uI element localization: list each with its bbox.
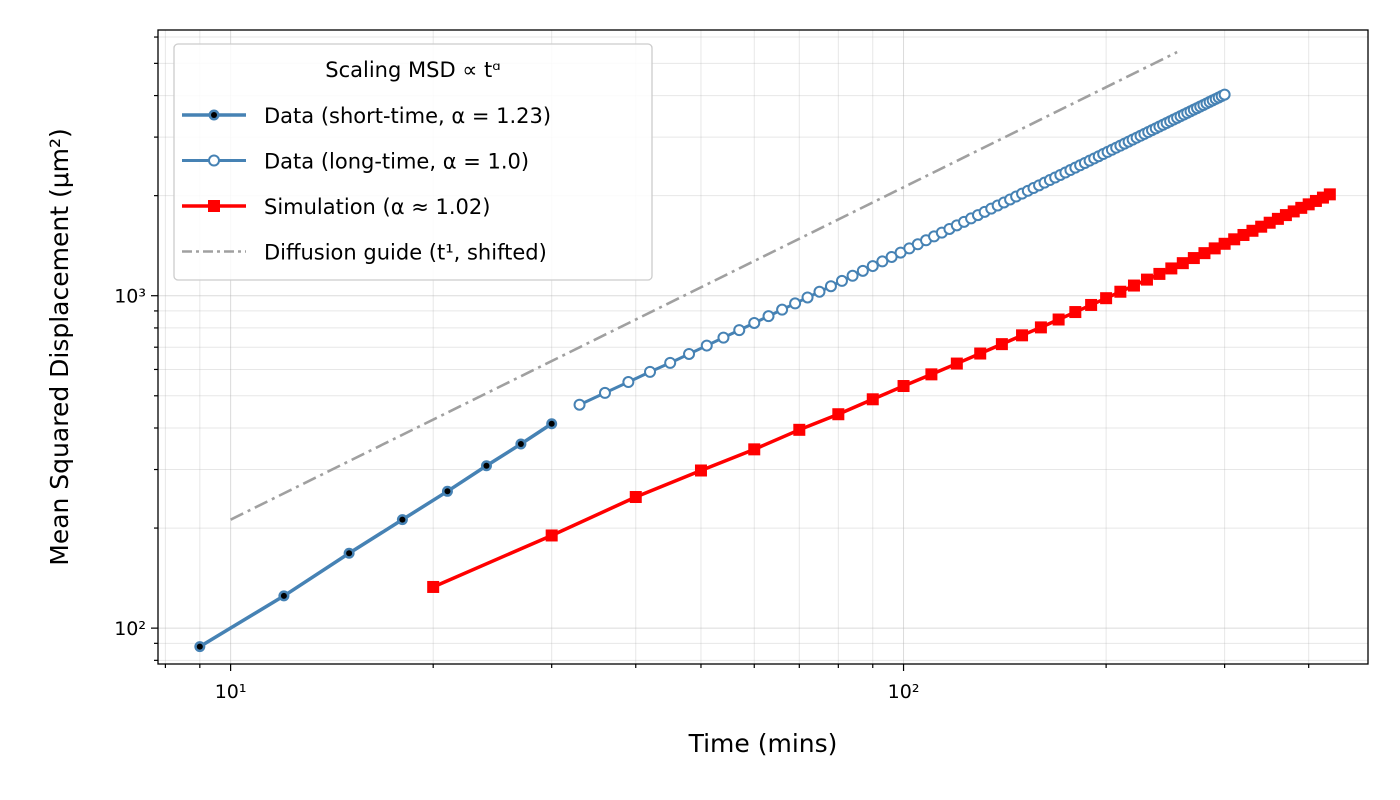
y-tick-label: 10³ <box>114 286 146 308</box>
data-point-marker <box>1034 321 1047 334</box>
data-point-marker <box>208 154 220 167</box>
data-point-marker <box>683 347 696 360</box>
series-layer <box>194 50 1336 653</box>
data-point-marker <box>1176 257 1189 270</box>
data-point-marker <box>995 338 1008 351</box>
data-point-marker <box>824 280 837 293</box>
legend-entries: Data (short-time, α = 1.23) Data (long-ti… <box>182 104 551 265</box>
data-point-marker <box>427 580 440 593</box>
series-line <box>198 422 553 649</box>
data-point-marker <box>598 386 611 399</box>
data-point-marker <box>974 347 987 360</box>
series-3 <box>230 50 1178 521</box>
data-point-dot <box>346 550 353 557</box>
series-2 <box>427 188 1336 593</box>
data-point-dot <box>399 516 406 523</box>
data-point-marker <box>1127 279 1140 292</box>
legend-label: Data (short-time, α = 1.23) <box>264 104 551 128</box>
data-point-marker <box>694 464 707 477</box>
series-1 <box>573 88 1231 411</box>
y-axis-label: Mean Squared Displacement (μm²) <box>45 128 74 566</box>
data-point-marker <box>644 365 657 378</box>
data-point-marker <box>1218 237 1231 250</box>
data-point-marker <box>950 357 963 370</box>
data-point-marker <box>801 291 814 304</box>
data-point-marker <box>793 423 806 436</box>
data-point-dot <box>211 112 217 118</box>
legend-title: Scaling MSD ∝ tᵅ <box>325 58 500 82</box>
data-point-marker <box>897 380 910 393</box>
data-point-dot <box>483 462 490 469</box>
data-point-marker <box>1140 273 1153 286</box>
legend-label: Diffusion guide (t¹, shifted) <box>264 241 547 265</box>
data-point-marker <box>1100 292 1113 305</box>
data-point-marker <box>876 255 889 268</box>
data-point-marker <box>1069 306 1082 319</box>
legend-box <box>173 43 653 281</box>
data-point-dot <box>196 643 203 650</box>
legend-entry: Diffusion guide (t¹, shifted) <box>182 241 547 265</box>
data-point-dot <box>517 441 524 448</box>
ticks: 10¹ 10² 10² 10³ <box>114 36 1310 703</box>
data-point-marker <box>813 285 826 298</box>
data-point-marker <box>832 408 845 421</box>
legend-label: Data (long-time, α = 1.0) <box>264 150 529 174</box>
data-point-marker <box>1085 298 1098 311</box>
data-point-marker <box>573 398 586 411</box>
data-point-marker <box>717 331 730 344</box>
data-point-marker <box>1165 262 1178 275</box>
data-point-marker <box>748 443 761 456</box>
data-point-dot <box>548 420 555 427</box>
data-point-marker <box>925 368 938 381</box>
data-point-marker <box>1218 88 1231 101</box>
series-line <box>230 50 1178 521</box>
legend-entry: Data (long-time, α = 1.0) <box>182 150 529 174</box>
data-point-marker <box>1208 242 1221 255</box>
data-point-marker <box>622 376 635 389</box>
y-tick-label: 10² <box>114 618 146 640</box>
data-point-marker <box>748 316 761 329</box>
data-point-marker <box>1153 267 1166 280</box>
data-point-marker <box>835 274 848 287</box>
legend-entry: Data (short-time, α = 1.23) <box>182 104 551 128</box>
data-point-marker <box>1198 247 1211 260</box>
data-point-marker <box>1016 329 1029 342</box>
data-point-marker <box>664 356 677 369</box>
data-point-dot <box>280 592 287 599</box>
legend: Scaling MSD ∝ tᵅ Data (short-time, α = 1… <box>173 43 653 281</box>
data-point-marker <box>866 393 879 406</box>
data-point-marker <box>1228 233 1241 246</box>
data-point-dot <box>444 488 451 495</box>
data-point-marker <box>762 310 775 323</box>
data-point-marker <box>1187 252 1200 265</box>
data-point-marker <box>789 297 802 310</box>
data-point-marker <box>629 491 642 504</box>
data-point-marker <box>866 260 879 273</box>
x-axis-label: Time (mins) <box>688 729 838 758</box>
data-point-marker <box>1052 313 1065 326</box>
data-point-marker <box>1114 285 1127 298</box>
data-point-marker <box>846 269 859 282</box>
data-point-marker <box>776 303 789 316</box>
legend-label: Simulation (α ≈ 1.02) <box>264 195 490 219</box>
x-tick-label: 10¹ <box>215 681 247 703</box>
data-point-marker <box>700 339 713 352</box>
data-point-marker <box>1323 188 1336 201</box>
data-point-marker <box>208 200 220 212</box>
x-tick-label: 10² <box>888 681 920 703</box>
data-point-marker <box>545 529 558 542</box>
legend-entry: Simulation (α ≈ 1.02) <box>182 195 490 219</box>
data-point-marker <box>733 324 746 337</box>
data-point-marker <box>856 264 869 277</box>
series-0 <box>194 418 558 653</box>
